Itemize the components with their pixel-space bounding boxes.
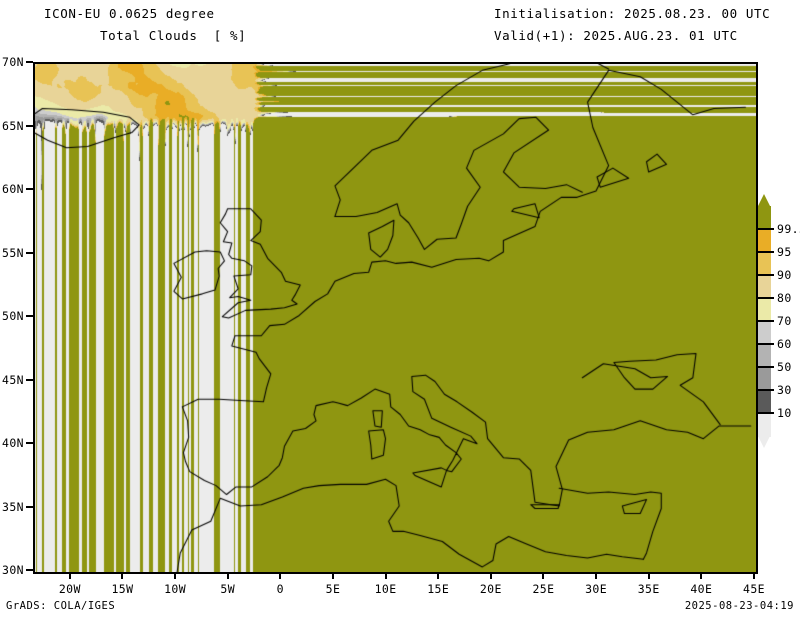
y-tick xyxy=(26,442,33,444)
colorbar-label: 70 xyxy=(777,314,792,328)
x-tick xyxy=(753,572,755,579)
x-tick xyxy=(174,572,177,579)
colorbar-band xyxy=(758,298,771,322)
x-axis-label: 30E xyxy=(585,582,608,596)
colorbar-band xyxy=(758,206,771,230)
colorbar-tick xyxy=(756,366,774,368)
x-axis-label: 15E xyxy=(427,582,450,596)
x-tick xyxy=(226,572,229,579)
x-tick xyxy=(700,572,703,579)
x-axis-label: 0 xyxy=(276,582,284,596)
colorbar-band xyxy=(758,229,771,253)
colorbar-label: 90 xyxy=(777,268,792,282)
y-tick xyxy=(26,378,33,381)
x-tick xyxy=(121,572,124,579)
colorbar-label: 30 xyxy=(777,383,792,397)
x-tick xyxy=(647,572,650,579)
x-tick xyxy=(595,572,598,579)
x-axis-label: 35E xyxy=(637,582,660,596)
x-tick xyxy=(331,572,334,579)
y-tick xyxy=(26,569,33,571)
colorbar-label: 60 xyxy=(777,337,792,351)
colorbar-label: 95 xyxy=(777,245,792,259)
variable-title: Total Clouds [ %] xyxy=(100,28,247,43)
x-axis-label: 40E xyxy=(690,582,713,596)
x-tick xyxy=(542,572,545,579)
x-axis-label: 5E xyxy=(325,582,341,596)
colorbar-top-arrow xyxy=(758,194,770,206)
y-tick xyxy=(26,124,33,127)
colorbar-tick xyxy=(756,228,774,230)
grads-credit: GrADS: COLA/IGES xyxy=(6,600,116,612)
cloud-cover-raster xyxy=(35,64,756,572)
x-tick xyxy=(437,572,440,579)
colorbar-tick xyxy=(756,251,774,253)
x-axis-label: 45E xyxy=(743,582,765,596)
colorbar-tick xyxy=(756,297,774,299)
y-axis-label: 30N xyxy=(2,563,24,577)
y-axis-label: 40N xyxy=(2,436,24,450)
y-tick xyxy=(26,251,33,254)
x-tick xyxy=(279,572,282,579)
colorbar-strip xyxy=(758,206,771,437)
colorbar-label: 99.5 xyxy=(777,222,800,236)
initialisation-time: Initialisation: 2025.08.23. 00 UTC xyxy=(494,6,771,21)
x-axis-label: 5W xyxy=(220,582,236,596)
x-axis-label: 10W xyxy=(164,582,187,596)
x-tick xyxy=(489,572,492,579)
colorbar-tick xyxy=(756,412,774,414)
x-axis-label: 20W xyxy=(58,582,81,596)
map-plot-area xyxy=(33,62,758,574)
colorbar-bottom-arrow xyxy=(758,436,770,448)
colorbar-band xyxy=(758,390,771,414)
y-axis-label: 70N xyxy=(2,55,24,69)
colorbar-band xyxy=(758,252,771,276)
y-axis-label: 65N xyxy=(2,118,24,133)
colorbar-tick xyxy=(756,343,774,345)
x-axis-label: 15W xyxy=(111,582,134,596)
colorbar-label: 80 xyxy=(777,291,792,305)
colorbar-band xyxy=(758,275,771,299)
y-axis-label: 50N xyxy=(2,309,24,323)
colorbar: 99.5 95 90 80 70 60 50 30 10 xyxy=(756,192,800,450)
y-axis-label: 55N xyxy=(2,245,24,260)
colorbar-label: 10 xyxy=(777,406,792,420)
colorbar-band xyxy=(758,413,771,437)
valid-time: Valid(+1): 2025.AUG.23. 01 UTC xyxy=(494,28,738,43)
y-axis-label: 45N xyxy=(2,372,24,387)
x-tick xyxy=(384,572,387,579)
colorbar-tick xyxy=(756,320,774,322)
model-title: ICON-EU 0.0625 degree xyxy=(44,6,215,21)
colorbar-band xyxy=(758,367,771,391)
x-axis-label: 10E xyxy=(374,582,397,596)
header: ICON-EU 0.0625 degree Total Clouds [ %] … xyxy=(0,0,800,56)
colorbar-label: 50 xyxy=(777,360,792,374)
colorbar-tick xyxy=(756,389,774,391)
y-axis-label: 35N xyxy=(2,499,24,514)
y-tick xyxy=(26,505,33,508)
y-tick xyxy=(26,188,33,190)
y-tick xyxy=(26,61,33,63)
y-tick xyxy=(26,315,33,317)
x-axis-label: 25E xyxy=(532,582,555,596)
colorbar-tick xyxy=(756,274,774,276)
colorbar-band xyxy=(758,344,771,368)
y-axis-label: 60N xyxy=(2,182,24,196)
colorbar-band xyxy=(758,321,771,345)
x-tick xyxy=(68,572,71,579)
x-axis-label: 20E xyxy=(479,582,502,596)
generation-timestamp: 2025-08-23-04:19 xyxy=(684,600,794,612)
